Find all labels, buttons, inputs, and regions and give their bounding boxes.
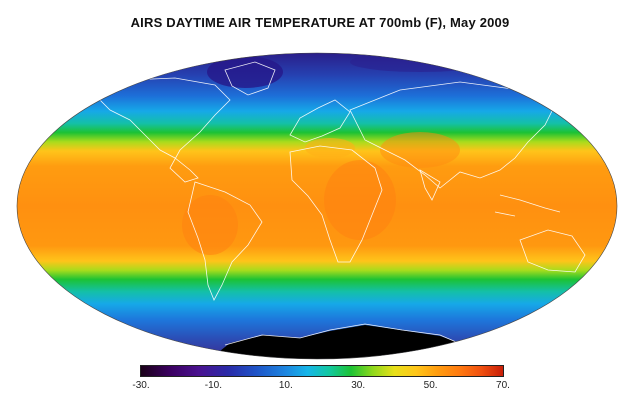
coastlines (94, 61, 601, 349)
colorbar-tick-labels: -30. -10. 10. 30. 50. 70. (0, 380, 640, 394)
antarctica (210, 325, 480, 359)
colorbar-tick-label: 70. (496, 380, 510, 391)
globe-outline (16, 52, 618, 360)
map-title: AIRS DAYTIME AIR TEMPERATURE AT 700mb (F… (130, 15, 510, 30)
colorbar-tick-label: -30. (132, 380, 150, 391)
colorbar-tick-label: 30. (351, 380, 366, 391)
colorbar-tick-label: 50. (423, 380, 438, 391)
globe-surface (17, 53, 617, 359)
temperature-colorbar (140, 365, 504, 377)
colorbar-tick-label: 10. (278, 380, 293, 391)
colorbar-tick-label: -10. (204, 380, 223, 391)
